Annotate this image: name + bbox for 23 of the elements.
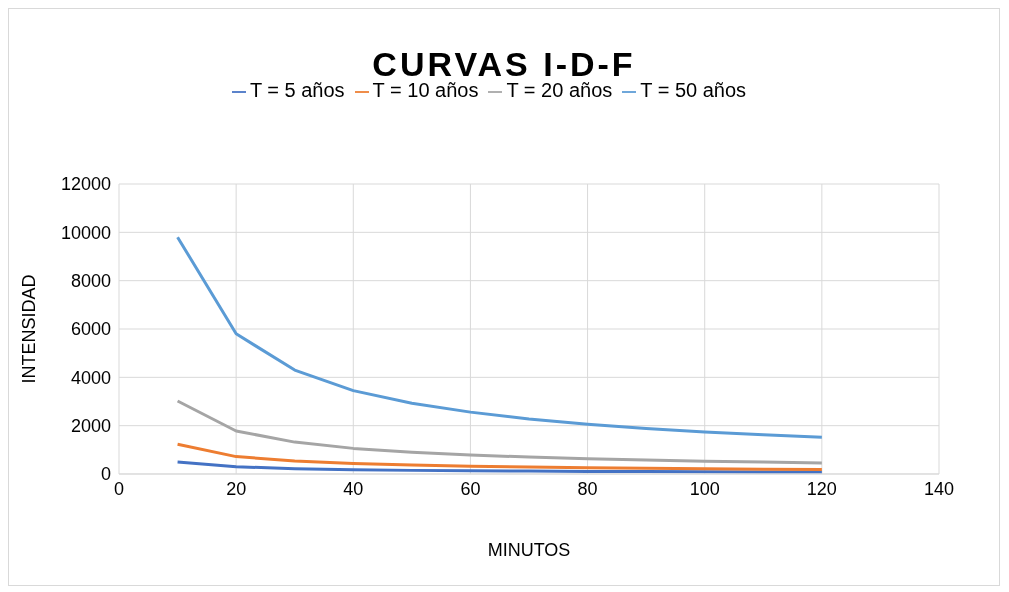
line-series [176, 442, 824, 471]
y-tick-label: 10000 [60, 222, 111, 243]
x-tick-label: 40 [343, 478, 364, 499]
line-series [176, 460, 824, 474]
y-axis-title: INTENSIDAD [19, 274, 40, 384]
x-tick-label: 0 [113, 478, 125, 499]
x-tick-label: 20 [226, 478, 247, 499]
y-tick-label: 0 [100, 464, 111, 485]
x-tick-label: 60 [460, 478, 481, 499]
y-tick-label: 4000 [70, 367, 111, 388]
y-tick-label: 8000 [70, 271, 111, 292]
x-tick-label: 100 [689, 478, 720, 499]
x-tick-label: 80 [577, 478, 598, 499]
line-series [176, 235, 824, 439]
legend-label: T = 5 años [249, 79, 345, 101]
x-tick-label: 120 [806, 478, 837, 499]
x-axis-title: MINUTOS [487, 540, 571, 560]
legend-label: T = 50 años [640, 79, 747, 101]
x-tick-label: 140 [923, 478, 955, 499]
y-tick-label: 6000 [70, 319, 111, 340]
line-series [176, 399, 824, 465]
y-tick-label: 2000 [70, 416, 111, 437]
y-tick-label: 12000 [60, 174, 111, 195]
